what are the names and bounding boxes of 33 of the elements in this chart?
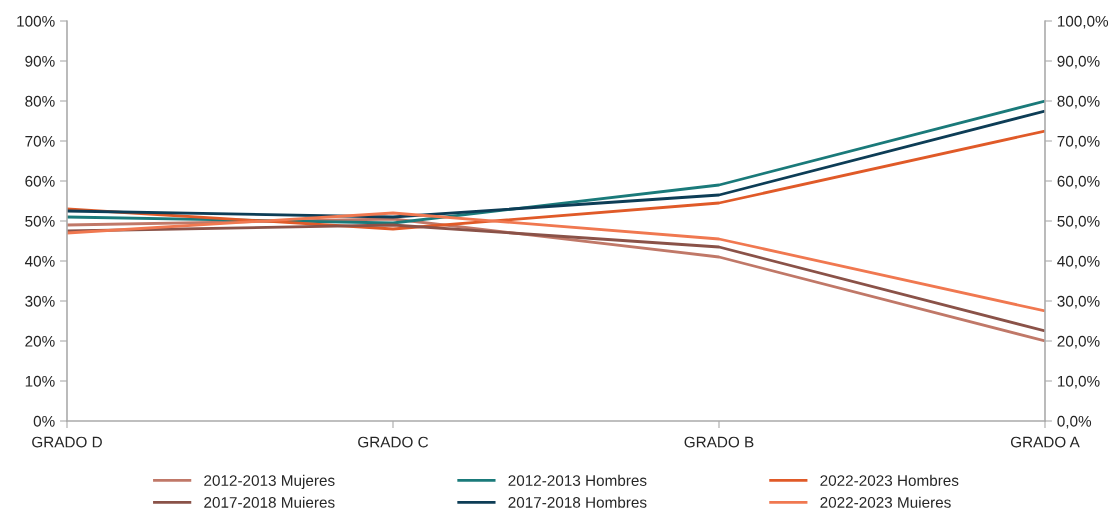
y-tick-label: 90% (25, 55, 55, 67)
y2-tick-label: 70,0% (1057, 135, 1100, 149)
legend-label: 2012-2013 Hombres (508, 474, 647, 486)
legend-label: 2022-2023 Muieres (820, 496, 951, 508)
y-tick-label: 50% (25, 215, 55, 227)
y2-tick-label: 60,0% (1057, 175, 1100, 189)
y2-tick-label: 10,0% (1057, 375, 1100, 389)
y2-tick-label: 0,0% (1057, 415, 1092, 429)
legend-label: 2022-2023 Hombres (820, 474, 959, 486)
y-tick-label: 80% (25, 95, 55, 107)
y-tick-label: 30% (25, 295, 55, 307)
y-tick-label: 70% (25, 135, 55, 147)
line-series (67, 211, 1045, 313)
y-tick-label: 0% (33, 415, 55, 427)
y2-tick-label: 90,0% (1057, 55, 1100, 69)
legend-label: 2017-2018 Muieres (204, 496, 335, 508)
y-tick-label: 100% (17, 15, 55, 27)
y2-tick-label: 20,0% (1057, 335, 1100, 349)
x-tick-label: GRADO A (1010, 436, 1080, 448)
y-tick-label: 60% (25, 175, 55, 187)
x-tick-label: GRADO D (32, 436, 102, 448)
y-tick-label: 10% (25, 375, 55, 387)
y-tick-label: 20% (25, 335, 55, 347)
legend-label: 2012-2013 Mujeres (204, 474, 335, 489)
legend-label: 2017-2018 Hombres (508, 496, 647, 508)
x-tick-label: GRADO C (358, 436, 429, 448)
y2-tick-label: 50,0% (1057, 215, 1100, 229)
y2-tick-label: 80,0% (1057, 95, 1100, 109)
y2-tick-label: 100,0% (1057, 15, 1109, 29)
y2-tick-label: 30,0% (1057, 295, 1100, 309)
y-tick-label: 40% (24, 255, 55, 267)
y2-tick-label: 40,0% (1057, 255, 1100, 269)
x-tick-label: GRADO B (684, 436, 754, 448)
